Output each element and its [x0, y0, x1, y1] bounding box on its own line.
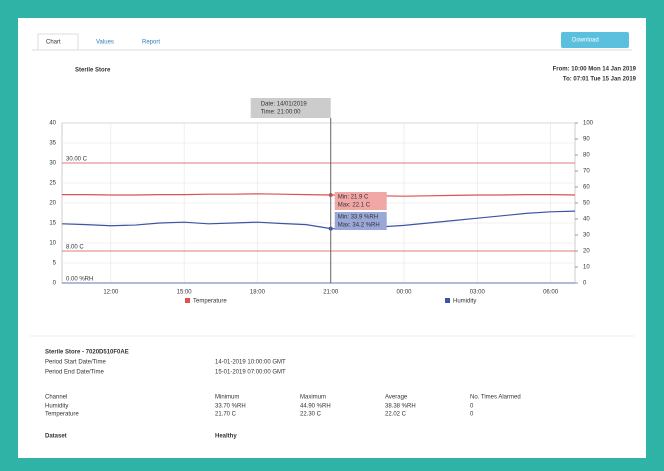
- y2-tick-label: 50: [583, 201, 590, 207]
- point-tooltip: [334, 192, 387, 210]
- table-cell: 21.70 C: [215, 412, 237, 418]
- table-cell: 22.02 C: [385, 412, 407, 418]
- table-cell: 0: [470, 412, 474, 418]
- active-tab[interactable]: [37, 33, 79, 51]
- y-tick-label: 30: [49, 161, 56, 167]
- table-header: Channel: [45, 395, 67, 401]
- y-tick-label: 5: [53, 261, 57, 267]
- y-tick-label: 15: [49, 221, 56, 227]
- x-tick-label: 18:00: [250, 290, 266, 296]
- x-tick-label: 12:00: [103, 290, 119, 296]
- device-name: Sterile Store - 7020D510F0AE: [45, 350, 129, 356]
- y2-tick-label: 0: [583, 281, 587, 287]
- x-tick-label: 00:00: [396, 290, 412, 296]
- y-tick-label: 40: [49, 121, 56, 127]
- threshold-label: 30.00 C: [66, 157, 88, 163]
- table-cell: 38.38 %RH: [385, 404, 416, 410]
- point-tooltip-line: Min: 21.9 C: [338, 195, 369, 201]
- x-tick-label: 21:00: [323, 290, 339, 296]
- panel: [18, 18, 646, 458]
- y-tick-label: 0: [53, 281, 57, 287]
- point-tooltip-line: Min: 33.9 %RH: [338, 215, 378, 221]
- threshold-label: 0.00 %RH: [66, 277, 93, 283]
- legend-label: Temperature: [193, 299, 227, 305]
- y2-tick-label: 100: [583, 121, 594, 127]
- table-cell: 44.90 %RH: [300, 404, 331, 410]
- download-label[interactable]: Download: [572, 38, 599, 44]
- y-tick-label: 10: [49, 241, 56, 247]
- series-line: [62, 193, 576, 197]
- y-tick-label: 25: [49, 181, 56, 187]
- period-cell: Period End Date/Time: [45, 370, 104, 376]
- table-header: Maximum: [300, 395, 326, 401]
- tab[interactable]: Values: [96, 40, 114, 46]
- tab[interactable]: Chart: [46, 40, 61, 46]
- period-cell: 14-01-2019 10:00:00 GMT: [215, 360, 286, 366]
- y-tick-label: 35: [49, 141, 56, 147]
- legend-label: Humidity: [453, 299, 476, 305]
- point-tooltip-line: Max: 34.2 %RH: [338, 223, 380, 229]
- table-cell: Temperature: [45, 412, 79, 418]
- table-header: No. Times Alarmed: [470, 395, 521, 401]
- table-cell: 0: [470, 404, 474, 410]
- table-header: Minimum: [215, 395, 239, 401]
- period-cell: Period Start Date/Time: [45, 360, 106, 366]
- download-button[interactable]: [561, 32, 629, 48]
- tab[interactable]: Report: [142, 40, 160, 46]
- period-cell: 15-01-2019 07:00:00 GMT: [215, 370, 286, 376]
- y2-tick-label: 40: [583, 217, 590, 223]
- y2-tick-label: 90: [583, 137, 590, 143]
- y2-tick-label: 30: [583, 233, 590, 239]
- table-cell: 33.70 %RH: [215, 404, 246, 410]
- y-tick-label: 20: [49, 201, 56, 207]
- y2-tick-label: 80: [583, 153, 590, 159]
- y2-tick-label: 60: [583, 185, 590, 191]
- legend-swatch: [445, 298, 450, 303]
- range-to: To: 07:01 Tue 15 Jan 2019: [563, 77, 637, 83]
- range-from: From: 10:00 Mon 14 Jan 2019: [553, 67, 637, 73]
- table-cell: 22.30 C: [300, 412, 322, 418]
- status-cell: Dataset: [45, 434, 67, 440]
- table-cell: Humidity: [45, 404, 68, 410]
- y2-tick-label: 20: [583, 249, 590, 255]
- threshold-label: 8.00 C: [66, 245, 84, 251]
- x-tick-label: 15:00: [177, 290, 193, 296]
- series-line: [61, 210, 576, 230]
- chart-title: Sterile Store: [75, 68, 111, 74]
- legend-swatch: [185, 298, 190, 303]
- status-cell: Healthy: [215, 434, 237, 440]
- cursor-date: Date: 14/01/2019: [261, 102, 308, 108]
- x-tick-label: 03:00: [470, 290, 486, 296]
- table-header: Average: [385, 395, 408, 401]
- cursor-time: Time: 21:00:00: [261, 110, 301, 116]
- y2-tick-label: 10: [583, 265, 590, 271]
- cursor-tooltip: [250, 98, 331, 118]
- point-tooltip: [334, 212, 387, 230]
- point-tooltip-line: Max: 22.1 C: [338, 203, 371, 209]
- y2-tick-label: 70: [583, 169, 590, 175]
- x-tick-label: 06:00: [543, 290, 559, 296]
